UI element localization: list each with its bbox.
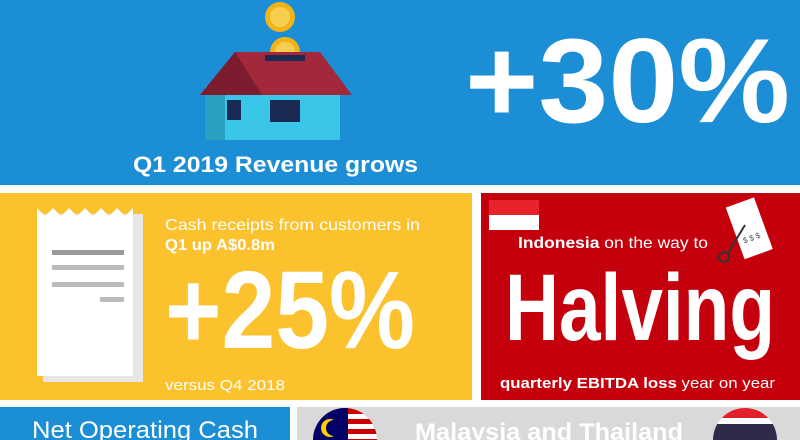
indonesia-bold: Indonesia [518,235,600,252]
roof-gable [200,52,262,95]
coin [270,7,290,27]
bottom-right: Malaysia and Thailand [415,419,683,440]
indonesia-headline: Halving [505,255,775,361]
receipt-line [52,250,124,255]
receipt-line [52,265,124,270]
flag-stripe [713,408,777,418]
bottom-left: Net Operating Cash [32,417,258,440]
scissor-handle [718,251,730,263]
house-side [205,85,225,140]
receipt-icon [37,208,143,382]
cash-line-1: Cash receipts from customers in [165,217,420,234]
receipt-line [52,282,124,287]
cash-value: +25% [165,249,415,372]
flag-crescent-cut [326,420,342,436]
cash-line-2: Q1 up A$0.8m [165,237,275,254]
receipt [37,208,133,376]
coin-slot [265,55,305,61]
house-icon [200,2,352,140]
small-receipt [725,197,773,260]
flag-white [489,215,539,230]
window [227,100,241,120]
hero-caption: Q1 2019 Revenue grows [133,152,418,177]
cash-note: versus Q4 2018 [165,377,285,394]
indonesia-foot-rest: year on year [677,375,775,392]
hero-panel [0,0,800,185]
indonesia-foot: quarterly EBITDA loss year on year [500,375,775,392]
flag-red [489,200,539,215]
indonesia-lead: Indonesia on the way to [518,235,708,252]
flag-stripe [713,424,777,440]
window [270,100,300,122]
scissors-receipt-icon: $ $ $ [725,197,773,260]
indonesia-rest: on the way to [599,235,708,252]
scissors [718,224,746,263]
hero-value: +30% [465,14,790,148]
scissor-blade [727,224,746,254]
thailand-flag [713,408,777,440]
receipt-line [100,297,124,302]
indonesia-foot-bold: quarterly EBITDA loss [500,375,677,392]
cash-flow-panel [0,407,290,440]
